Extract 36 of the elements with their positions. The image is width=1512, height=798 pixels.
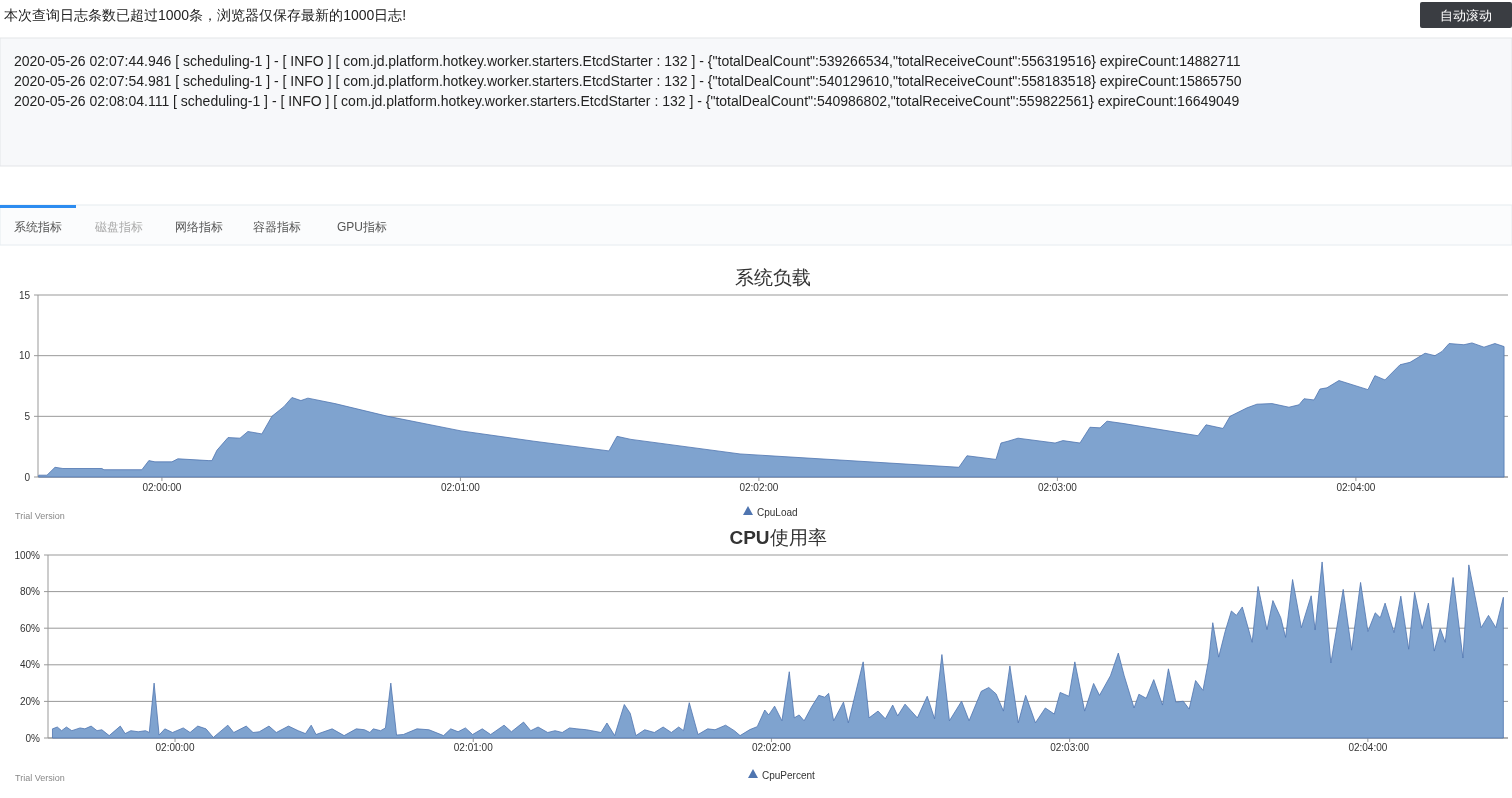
text: CpuLoad — [757, 507, 798, 518]
x-tick-label: 02:02:00 — [751, 742, 792, 753]
x-tick-label: 02:00:00 — [142, 482, 182, 493]
x-tick-label: 02:04:00 — [1348, 742, 1388, 753]
chart-title: 系统负载 — [735, 267, 811, 288]
y-tick-label: 80% — [19, 586, 41, 598]
y-tick-label: 40% — [19, 659, 41, 671]
x-tick-label: 02:01:00 — [453, 742, 494, 753]
y-tick-label: 60% — [19, 622, 41, 634]
y-tick-label: 100% — [14, 549, 41, 561]
text: CpuPercent — [762, 770, 816, 781]
text: 系统指标 — [14, 220, 62, 234]
text: 磁盘指标 — [94, 220, 143, 234]
text: 2020-05-26 02:07:54.981 [ scheduling-1 ] - [ INFO ] [ com.jd.platform.hotkey.worker.starters.EtcdStarter : 132 ] - {"totalDealCount":540129610,"totalReceiveCount":558183518} expireCount:15865750 — [14, 73, 1242, 89]
text: 2020-05-26 02:08:04.111 [ scheduling-1 ] - [ INFO ] [ com.jd.platform.hotkey.worker.starters.EtcdStarter : 132 ] - {"totalDealCount":540986802,"totalReceiveCount":559822561} expireCount:16649049 — [14, 93, 1240, 109]
text: Trial Version — [15, 773, 65, 783]
text: 容器指标 — [253, 220, 301, 234]
text: Trial Version — [15, 511, 65, 521]
y-tick-label: 5 — [24, 410, 31, 422]
x-tick-label: 02:00:00 — [155, 742, 195, 753]
x-tick-label: 02:03:00 — [1037, 482, 1078, 493]
y-tick-label: 10 — [18, 350, 31, 362]
text: 自动滚动 — [1440, 8, 1492, 23]
y-tick-label: 0% — [25, 732, 41, 744]
chart-title: CPU使用率 — [729, 527, 827, 548]
y-tick-label: 0 — [24, 471, 31, 483]
x-tick-label: 02:02:00 — [739, 482, 779, 493]
text: 本次查询日志条数已超过1000条，浏览器仅保存最新的1000日志! — [4, 7, 407, 23]
y-tick-label: 15 — [18, 289, 31, 301]
x-tick-label: 02:03:00 — [1050, 742, 1090, 753]
text: GPU指标 — [337, 220, 388, 234]
text: 2020-05-26 02:07:44.946 [ scheduling-1 ] - [ INFO ] [ com.jd.platform.hotkey.worker.starters.EtcdStarter : 132 ] - {"totalDealCount":539266534,"totalReceiveCount":556319516} expireCount:14882711 — [14, 53, 1241, 69]
x-tick-label: 02:01:00 — [440, 482, 481, 493]
x-tick-label: 02:04:00 — [1336, 482, 1376, 493]
text: 网络指标 — [175, 220, 223, 234]
y-tick-label: 20% — [19, 695, 41, 707]
